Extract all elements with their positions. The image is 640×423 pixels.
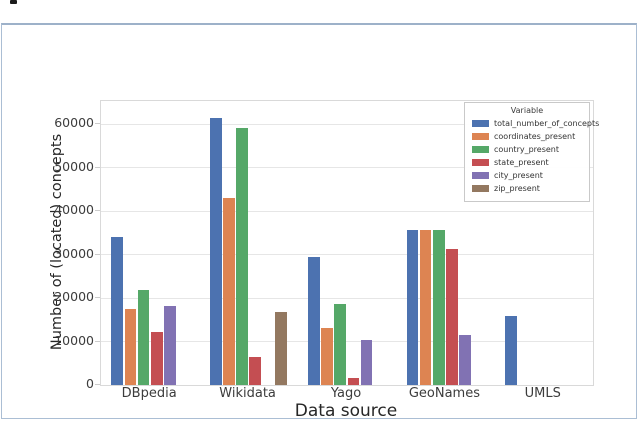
x-tick-label: Yago [330, 386, 362, 401]
gridline [101, 210, 593, 212]
bar-city_present-DBpedia [163, 305, 176, 385]
bar-total_number_of_concepts-UMLS [505, 315, 517, 385]
y-tick-mark [95, 166, 100, 168]
legend-label: state_present [494, 158, 549, 167]
legend-label: zip_present [494, 184, 540, 193]
bar-state_present-Yago [347, 378, 360, 385]
bar-country_present-Wikidata [236, 128, 248, 385]
bar-state_present-DBpedia [150, 331, 163, 385]
figure-panel: Number of (located) concepts Data source… [1, 23, 637, 421]
y-tick-mark [95, 384, 100, 385]
y-tick-label: 60000 [54, 115, 94, 131]
gridline [101, 341, 593, 342]
gridline [101, 123, 593, 125]
bar-coordinates_present-Yago [321, 327, 334, 385]
y-tick-label: 50000 [54, 158, 94, 174]
legend-label: total_number_of_concepts [494, 119, 600, 128]
gridline [101, 167, 593, 169]
bar-coordinates_present-DBpedia [124, 308, 137, 385]
gridline [101, 254, 593, 256]
legend-item: zip_present [465, 182, 589, 195]
bar-country_present-DBpedia [137, 290, 150, 385]
x-tick-label: Wikidata [219, 386, 276, 401]
x-tick-label: GeoNames [408, 386, 480, 401]
y-tick-mark [95, 123, 100, 125]
legend-swatch-icon [472, 159, 489, 166]
x-tick-label: UMLS [524, 386, 561, 401]
bar-coordinates_present-Wikidata [222, 198, 235, 385]
bar-coordinates_present-GeoNames [419, 230, 432, 385]
y-tick-label: 20000 [54, 289, 94, 305]
bar-total_number_of_concepts-GeoNames [406, 230, 419, 385]
bar-state_present-GeoNames [446, 248, 458, 385]
legend-item: city_present [465, 169, 589, 182]
bar-state_present-Wikidata [249, 356, 261, 385]
y-tick-label: 30000 [54, 245, 94, 261]
bar-total_number_of_concepts-Wikidata [209, 118, 222, 385]
y-tick-mark [95, 253, 100, 255]
bar-total_number_of_concepts-DBpedia [111, 237, 124, 385]
x-tick-label: DBpedia [121, 386, 177, 401]
legend-label: country_present [494, 145, 560, 154]
y-tick-label: 0 [86, 376, 94, 391]
bar-country_present-Yago [334, 304, 347, 385]
gridline [101, 297, 593, 299]
bar-country_present-GeoNames [432, 230, 445, 385]
cropped-text-fragment [10, 0, 17, 4]
legend-swatch-icon [472, 185, 489, 192]
y-tick-mark [95, 297, 100, 299]
legend-item: country_present [465, 143, 589, 156]
bar-zip_present-Wikidata [275, 311, 288, 385]
bar-city_present-Yago [360, 340, 373, 385]
bar-city_present-GeoNames [459, 335, 471, 385]
y-tick-label: 40000 [54, 202, 94, 218]
legend-label: city_present [494, 171, 543, 180]
legend-swatch-icon [472, 172, 489, 179]
bar-total_number_of_concepts-Yago [308, 257, 320, 385]
y-tick-mark [95, 210, 100, 212]
legend-item: total_number_of_concepts [465, 117, 599, 130]
y-tick-mark [95, 340, 100, 342]
y-tick-label: 10000 [54, 332, 94, 348]
legend-swatch-icon [472, 146, 489, 153]
legend-swatch-icon [472, 120, 489, 127]
legend-label: coordinates_present [494, 132, 576, 141]
legend-item: coordinates_present [465, 130, 589, 143]
x-axis-label: Data source [294, 401, 398, 421]
legend-item: state_present [465, 156, 589, 169]
legend-title: Variable [510, 106, 544, 115]
legend-swatch-icon [472, 133, 489, 140]
